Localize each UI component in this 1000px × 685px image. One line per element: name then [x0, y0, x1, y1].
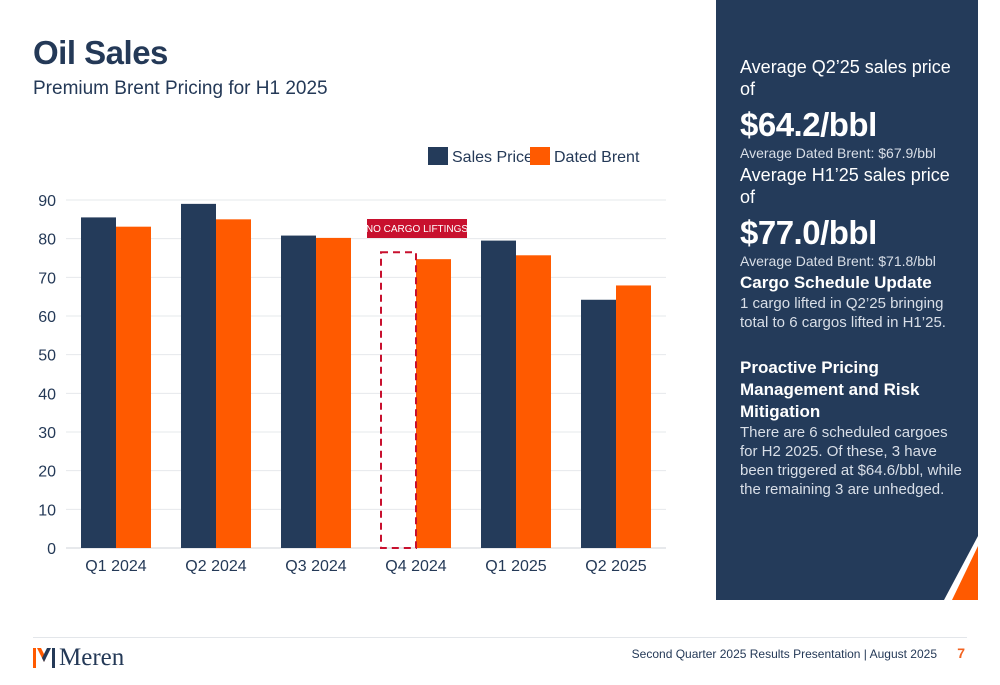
x-axis-ticks: Q1 2024 Q2 2024 Q3 2024 Q4 2024 Q1 2025 Q2 20…	[85, 558, 646, 575]
annotation-dashed-box	[380, 251, 417, 549]
page-number: 7	[957, 645, 965, 661]
cargo-schedule: Cargo Schedule Update 1 cargo lifted in …	[740, 272, 968, 332]
h1-dated-brent: Average Dated Brent: $71.8/bbl	[740, 253, 936, 269]
corner-accent	[944, 536, 978, 600]
y-tick-label: 40	[38, 386, 56, 403]
cargo-heading: Cargo Schedule Update	[740, 273, 932, 292]
y-tick-label: 60	[38, 309, 56, 326]
x-tick-label: Q2 2024	[185, 558, 246, 575]
bar-dated-brent	[516, 255, 551, 548]
meren-logo: Meren	[33, 644, 124, 672]
h1-summary: Average H1’25 sales price of $77.0/bbl A…	[740, 164, 968, 270]
legend-swatch	[530, 147, 550, 165]
no-cargo-annotation: NO CARGO LIFTINGS	[366, 219, 469, 549]
pricing-management: Proactive Pricing Management and Risk Mi…	[740, 357, 968, 499]
bar-sales-price	[81, 217, 116, 548]
h1-price-value: $77.0/bbl	[740, 214, 877, 251]
bar-sales-price	[481, 240, 516, 548]
q2-price-lead: Average Q2’25 sales price of	[740, 57, 951, 99]
cargo-body: 1 cargo lifted in Q2’25 bringing total t…	[740, 295, 946, 331]
x-tick-label: Q1 2024	[85, 558, 146, 575]
bar-dated-brent	[316, 237, 351, 549]
pricing-body: There are 6 scheduled cargoes for H2 202…	[740, 424, 962, 498]
annotation-label-bg	[367, 219, 467, 238]
x-tick-label: Q4 2024	[385, 558, 446, 575]
footer-divider	[33, 637, 967, 638]
oil-sales-bar-chart: 0 10 20 30 40 50 60 70 80 90 Q1 2024 Q2 2024 Q3 202…	[38, 147, 666, 575]
footer-presentation-label: Second Quarter 2025 Results Presentation…	[631, 647, 937, 661]
h1-price-lead: Average H1’25 sales price of	[740, 165, 950, 207]
y-tick-label: 90	[38, 193, 56, 210]
x-tick-label: Q2 2025	[585, 558, 646, 575]
y-axis-ticks: 0 10 20 30 40 50 60 70 80 90	[38, 193, 56, 558]
x-tick-label: Q1 2025	[485, 558, 546, 575]
chart-legend: Sales Price Dated Brent	[428, 147, 640, 166]
bar-dated-brent	[616, 285, 651, 548]
annotation-label: NO CARGO LIFTINGS	[366, 224, 469, 235]
q2-dated-brent: Average Dated Brent: $67.9/bbl	[740, 145, 936, 161]
logo-wordmark: Meren	[59, 644, 125, 671]
page-title: Oil Sales	[33, 34, 168, 71]
bar-sales-price	[181, 203, 216, 548]
y-tick-label: 30	[38, 425, 56, 442]
y-tick-label: 0	[47, 541, 56, 558]
corner-orange-triangle	[952, 546, 978, 600]
bar-dated-brent	[216, 219, 251, 549]
chart-bars	[81, 203, 651, 549]
y-tick-label: 80	[38, 232, 56, 249]
page-subtitle: Premium Brent Pricing for H1 2025	[33, 78, 328, 99]
bar-dated-brent	[416, 259, 451, 548]
x-tick-label: Q3 2024	[285, 558, 346, 575]
legend-label: Dated Brent	[554, 149, 640, 166]
bar-sales-price	[281, 235, 316, 548]
meren-logo-mark-icon	[33, 648, 55, 668]
y-tick-label: 10	[38, 502, 56, 519]
legend-label: Sales Price	[452, 149, 533, 166]
bar-dated-brent	[116, 226, 151, 548]
chart-gridlines	[66, 199, 666, 549]
q2-price-value: $64.2/bbl	[740, 106, 877, 143]
q2-summary: Average Q2’25 sales price of $64.2/bbl A…	[740, 56, 968, 162]
y-tick-label: 50	[38, 348, 56, 365]
pricing-heading: Proactive Pricing Management and Risk Mi…	[740, 358, 920, 421]
y-tick-label: 70	[38, 270, 56, 287]
summary-panel: Average Q2’25 sales price of $64.2/bbl A…	[716, 0, 978, 600]
bar-sales-price	[581, 299, 616, 548]
y-tick-label: 20	[38, 464, 56, 481]
legend-swatch	[428, 147, 448, 165]
